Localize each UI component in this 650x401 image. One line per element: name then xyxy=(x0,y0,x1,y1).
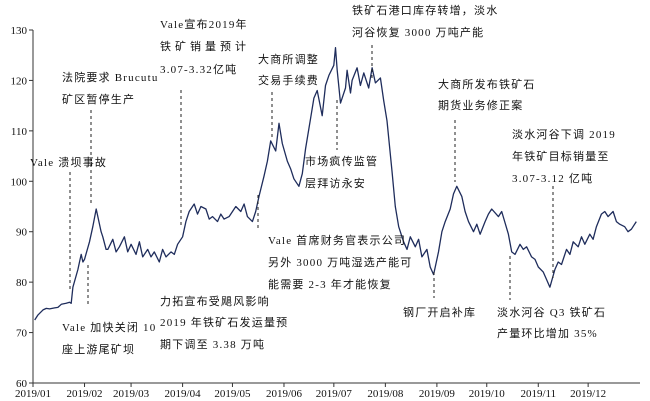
annotation-line: 产量环比增加 35% xyxy=(497,326,598,340)
y-tick-label: 130 xyxy=(11,25,28,37)
x-tick-label: 2019/06 xyxy=(266,388,303,400)
price-series-line xyxy=(34,47,637,321)
annotation-line: 河谷恢复 3000 万吨产能 xyxy=(352,25,484,39)
x-tick-label: 2019/05 xyxy=(214,388,251,400)
series-layer xyxy=(34,47,637,321)
y-tick-label: 90 xyxy=(16,227,28,239)
y-tick-label: 110 xyxy=(11,126,28,138)
annotation-line: 矿区暂停生产 xyxy=(62,92,135,106)
annotation-brucutu-suspension: 法院要求 Brucutu 矿区暂停生产 xyxy=(62,70,159,106)
annotation-line: 交易手续费 xyxy=(258,73,319,87)
annotation-line: 期下调至 3.38 万吨 xyxy=(160,338,265,351)
annotation-vale-sales-guidance: Vale宣布2019年 铁矿销量预计 3.07-3.32亿吨 xyxy=(160,17,250,76)
annotation-dce-amendment: 大商所发布铁矿石 期货业务修正案 xyxy=(438,77,536,112)
annotation-line: 法院要求 Brucutu xyxy=(62,70,159,84)
annotation-line: 3.07-3.12 亿吨 xyxy=(512,172,593,185)
x-tick-label: 2019/02 xyxy=(66,388,102,400)
x-tick-label: 2019/12 xyxy=(570,388,606,400)
annotation-line: 铁矿石港口库存转增，淡水 xyxy=(352,3,498,17)
annotation-leaders xyxy=(69,45,554,306)
annotation-line: 年铁矿目标销量至 xyxy=(512,149,610,163)
axes xyxy=(32,30,640,384)
annotation-line: 淡水河谷下调 2019 xyxy=(512,128,616,141)
x-tick-label: 2019/08 xyxy=(367,388,404,400)
annotation-dce-fee-adjustment: 大商所调整 交易手续费 xyxy=(258,52,319,87)
annotation-line: 3.07-3.32亿吨 xyxy=(160,63,237,76)
y-tick-label: 60 xyxy=(16,378,28,390)
annotation-line: 市场疯传监管 xyxy=(305,154,378,168)
annotation-line: Vale 首席财务官表示公司 xyxy=(268,233,406,247)
x-tick-label: 2019/04 xyxy=(165,388,202,400)
x-tick-label: 2019/10 xyxy=(469,388,506,400)
annotation-line: 大商所发布铁矿石 xyxy=(438,77,536,91)
annotation-line: 淡水河谷 Q3 铁矿石 xyxy=(497,306,606,319)
y-tick-label: 100 xyxy=(11,176,28,188)
annotation-line: 座上游尾矿坝 xyxy=(62,342,135,356)
annotation-line: 2019 年铁矿石发运量预 xyxy=(160,315,288,329)
y-tick-label: 70 xyxy=(16,328,28,340)
annotation-line: 期货业务修正案 xyxy=(438,98,523,112)
annotation-line: 大商所调整 xyxy=(258,52,319,66)
annotation-line: Vale 加快关闭 10 xyxy=(62,320,156,334)
annotation-vale-cfo-statement: Vale 首席财务官表示公司 另外 3000 万吨湿选产能可 能需要 2-3 年… xyxy=(268,233,413,291)
annotation-mill-restocking: 钢厂开启补库 xyxy=(403,306,476,319)
annotation-port-inventory: 铁矿石港口库存转增，淡水 河谷恢复 3000 万吨产能 xyxy=(352,3,498,39)
annotation-vale-dam-accident: Vale 溃坝事故 xyxy=(30,155,107,169)
x-tick-label: 2019/09 xyxy=(419,388,456,400)
annotation-line: 能需要 2-3 年才能恢复 xyxy=(268,277,392,291)
annotation-line: 另外 3000 万吨湿选产能可 xyxy=(268,255,413,269)
annotation-line: Vale宣布2019年 xyxy=(160,17,248,31)
axis-ticks: 60 70 80 90 100 110 120 130 2019/01 2019/02 2019/0… xyxy=(11,25,607,400)
annotation-line: 力拓宣布受飓风影响 xyxy=(160,294,270,308)
x-tick-label: 2019/03 xyxy=(113,388,150,400)
x-tick-label: 2019/07 xyxy=(316,388,353,400)
y-tick-label: 80 xyxy=(16,277,28,289)
x-tick-label: 2019/11 xyxy=(520,388,556,400)
annotation-line: 钢厂开启补库 xyxy=(403,306,476,319)
annotation-line: 层拜访永安 xyxy=(305,176,366,190)
x-tick-label: 2019/01 xyxy=(15,388,51,400)
annotation-vale-guidance-cut: 淡水河谷下调 2019 年铁矿目标销量至 3.07-3.12 亿吨 xyxy=(512,128,616,185)
annotation-vale-dam-closures: Vale 加快关闭 10 座上游尾矿坝 xyxy=(62,320,156,356)
annotation-regulator-rumor: 市场疯传监管 层拜访永安 xyxy=(305,154,378,190)
annotation-vale-q3-output: 淡水河谷 Q3 铁矿石 产量环比增加 35% xyxy=(497,306,606,340)
y-tick-label: 120 xyxy=(11,75,28,87)
annotation-line: Vale 溃坝事故 xyxy=(30,155,107,169)
annotation-rio-tinto-cyclone: 力拓宣布受飓风影响 2019 年铁矿石发运量预 期下调至 3.38 万吨 xyxy=(160,294,288,351)
annotation-line: 铁矿销量预计 xyxy=(160,39,250,53)
